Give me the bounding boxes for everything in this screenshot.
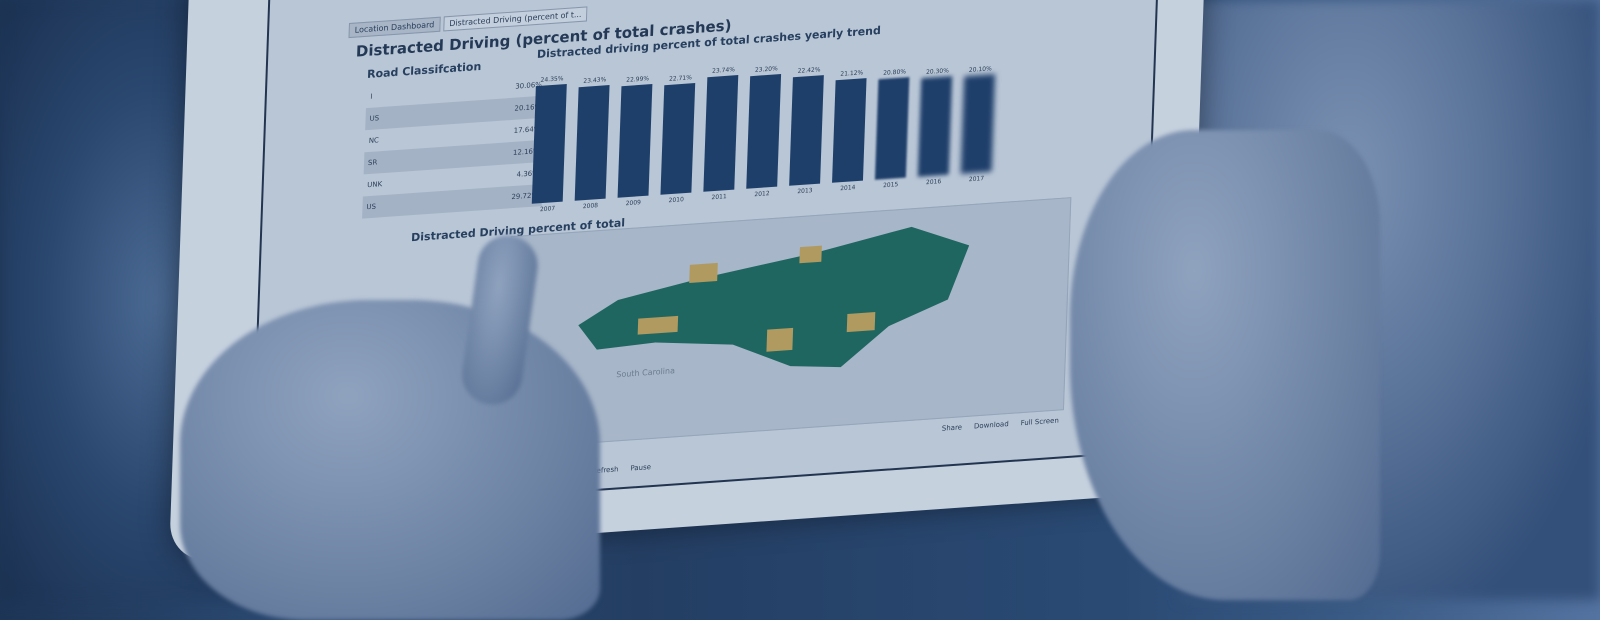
toolbar-right: Share Download Full Screen	[942, 416, 1059, 432]
bar-value-label: 22.99%	[626, 75, 650, 85]
x-tick-label: 2011	[711, 193, 727, 202]
road-class-label: NC	[368, 136, 380, 145]
county-highlight	[689, 262, 718, 283]
x-tick-label: 2015	[882, 181, 899, 190]
x-tick-label: 2008	[582, 202, 599, 211]
x-tick-label: 2010	[668, 196, 684, 205]
county-highlight	[637, 315, 679, 335]
bar-value-label: 22.71%	[668, 74, 692, 83]
county-highlight	[799, 245, 822, 264]
bar-value-label: 21.12%	[840, 69, 864, 79]
x-tick-label: 2009	[625, 199, 642, 208]
north-carolina-shape	[576, 215, 970, 393]
bar[interactable]	[703, 74, 739, 192]
bar-value-label: 22.42%	[797, 66, 821, 76]
download-button[interactable]: Download	[973, 420, 1009, 431]
pause-button[interactable]: Pause	[630, 463, 652, 473]
bar[interactable]	[617, 84, 653, 198]
fullscreen-button[interactable]: Full Screen	[1020, 416, 1059, 428]
road-class-label: UNK	[367, 180, 383, 190]
county-highlight	[766, 327, 794, 352]
road-classification-table: I 30.06% US 20.16% NC 17.64% SR 12.16% UNK 4.36% U…	[362, 73, 546, 219]
bar-value-label: 23.74%	[711, 66, 736, 75]
bar[interactable]	[574, 85, 610, 201]
tab-location-dashboard[interactable]: Location Dashboard	[348, 16, 441, 39]
bar[interactable]	[917, 76, 953, 177]
bar-value-label: 20.80%	[883, 68, 907, 77]
toolbar-left: Refresh Pause	[592, 463, 651, 475]
right-hand	[1070, 130, 1380, 600]
road-class-label: I	[370, 92, 373, 101]
bar[interactable]	[960, 74, 996, 174]
x-tick-label: 2013	[797, 187, 813, 196]
bar-value-label: 24.35%	[540, 75, 564, 84]
bar-value-label: 20.30%	[925, 67, 949, 77]
bar-value-label: 20.10%	[968, 65, 992, 75]
yearly-trend-chart: 24.35% 2007 23.43% 2008 22.99% 2009 22.71% 2010…	[531, 35, 1015, 219]
bar[interactable]	[789, 75, 824, 186]
bar-value-label: 23.43%	[583, 76, 607, 86]
road-classification-title: Road Classifcation	[366, 59, 482, 81]
bar[interactable]	[660, 82, 696, 195]
bar[interactable]	[746, 74, 782, 189]
x-tick-label: 2017	[968, 175, 985, 184]
x-tick-label: 2012	[754, 190, 770, 199]
x-tick-label: 2007	[539, 205, 556, 214]
share-button[interactable]: Share	[941, 423, 963, 433]
bar[interactable]	[832, 78, 867, 183]
bar-value-label: 23.20%	[754, 65, 778, 75]
left-hand	[180, 300, 600, 620]
road-class-label: SR	[367, 158, 378, 168]
x-tick-label: 2016	[925, 178, 942, 187]
map-label-south-carolina: South Carolina	[616, 366, 676, 380]
road-class-label: US	[369, 114, 380, 123]
county-highlight	[846, 312, 876, 333]
road-class-label: US	[366, 202, 377, 212]
x-tick-label: 2014	[840, 184, 856, 193]
bar[interactable]	[531, 83, 567, 204]
bar[interactable]	[874, 77, 910, 180]
